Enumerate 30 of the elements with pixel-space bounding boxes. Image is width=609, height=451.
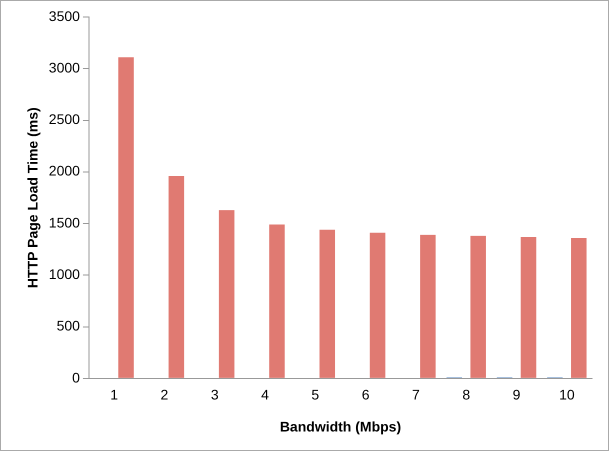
y-tick-label: 2500 [48,111,80,128]
x-tick-label: 8 [462,386,470,403]
y-tick-label: 1000 [48,266,80,282]
bar [420,234,436,378]
y-tick-label: 3500 [48,8,80,24]
bar [269,224,285,378]
bar [118,57,134,378]
x-tick-label: 5 [311,386,320,403]
bar [168,176,184,378]
x-tick-label: 7 [412,386,420,403]
bar [571,238,587,378]
x-tick-label: 3 [210,386,219,403]
y-tick-label: 2000 [48,162,80,179]
bar [218,210,234,378]
y-axis-title: HTTP Page Load Time (ms) [24,107,40,288]
bar [320,230,336,378]
bar [520,236,536,378]
x-tick-label: 4 [261,386,270,403]
x-tick-label: 10 [559,386,575,403]
bar [370,232,386,378]
x-tick-label: 1 [110,386,118,403]
x-tick-label: 2 [160,386,169,403]
x-tick-label: 6 [362,386,370,403]
bar [470,236,486,378]
y-tick-label: 3000 [48,59,80,76]
y-tick-label: 500 [56,318,80,334]
y-tick-label: 0 [72,369,80,386]
x-axis-title: Bandwidth (Mbps) [280,418,402,434]
y-tick-label: 1500 [48,214,80,230]
x-tick-label: 9 [512,386,521,403]
